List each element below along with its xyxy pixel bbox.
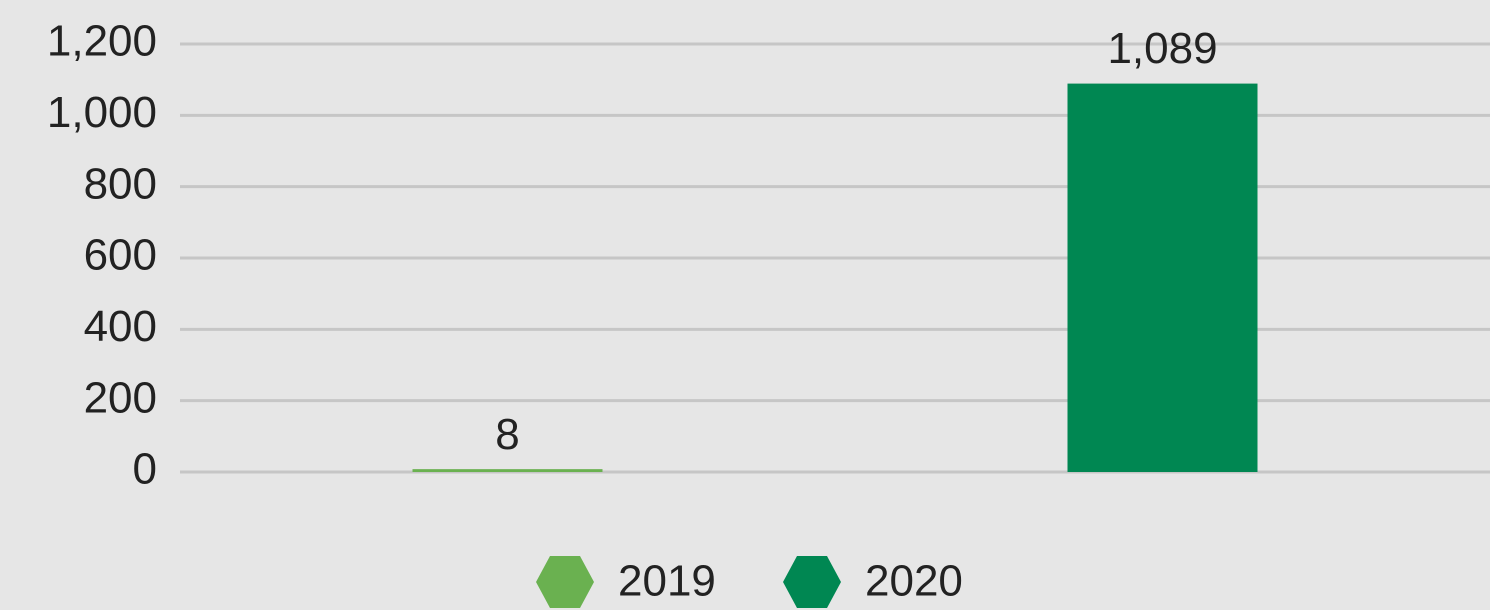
y-tick-label: 400	[84, 302, 157, 351]
bar	[1067, 83, 1258, 472]
y-tick-label: 1,000	[47, 88, 157, 137]
legend-label: 2020	[865, 557, 963, 606]
y-tick-label: 1,200	[47, 17, 157, 66]
value-label: 1,089	[1107, 24, 1217, 73]
y-tick-label: 800	[84, 159, 157, 208]
y-tick-label: 600	[84, 231, 157, 280]
legend-label: 2019	[618, 557, 716, 606]
legend-marker	[783, 556, 841, 608]
legend-marker	[536, 556, 594, 608]
y-tick-label: 0	[133, 445, 157, 494]
bar	[412, 469, 603, 472]
value-label: 8	[495, 410, 519, 459]
y-tick-label: 200	[84, 373, 157, 422]
